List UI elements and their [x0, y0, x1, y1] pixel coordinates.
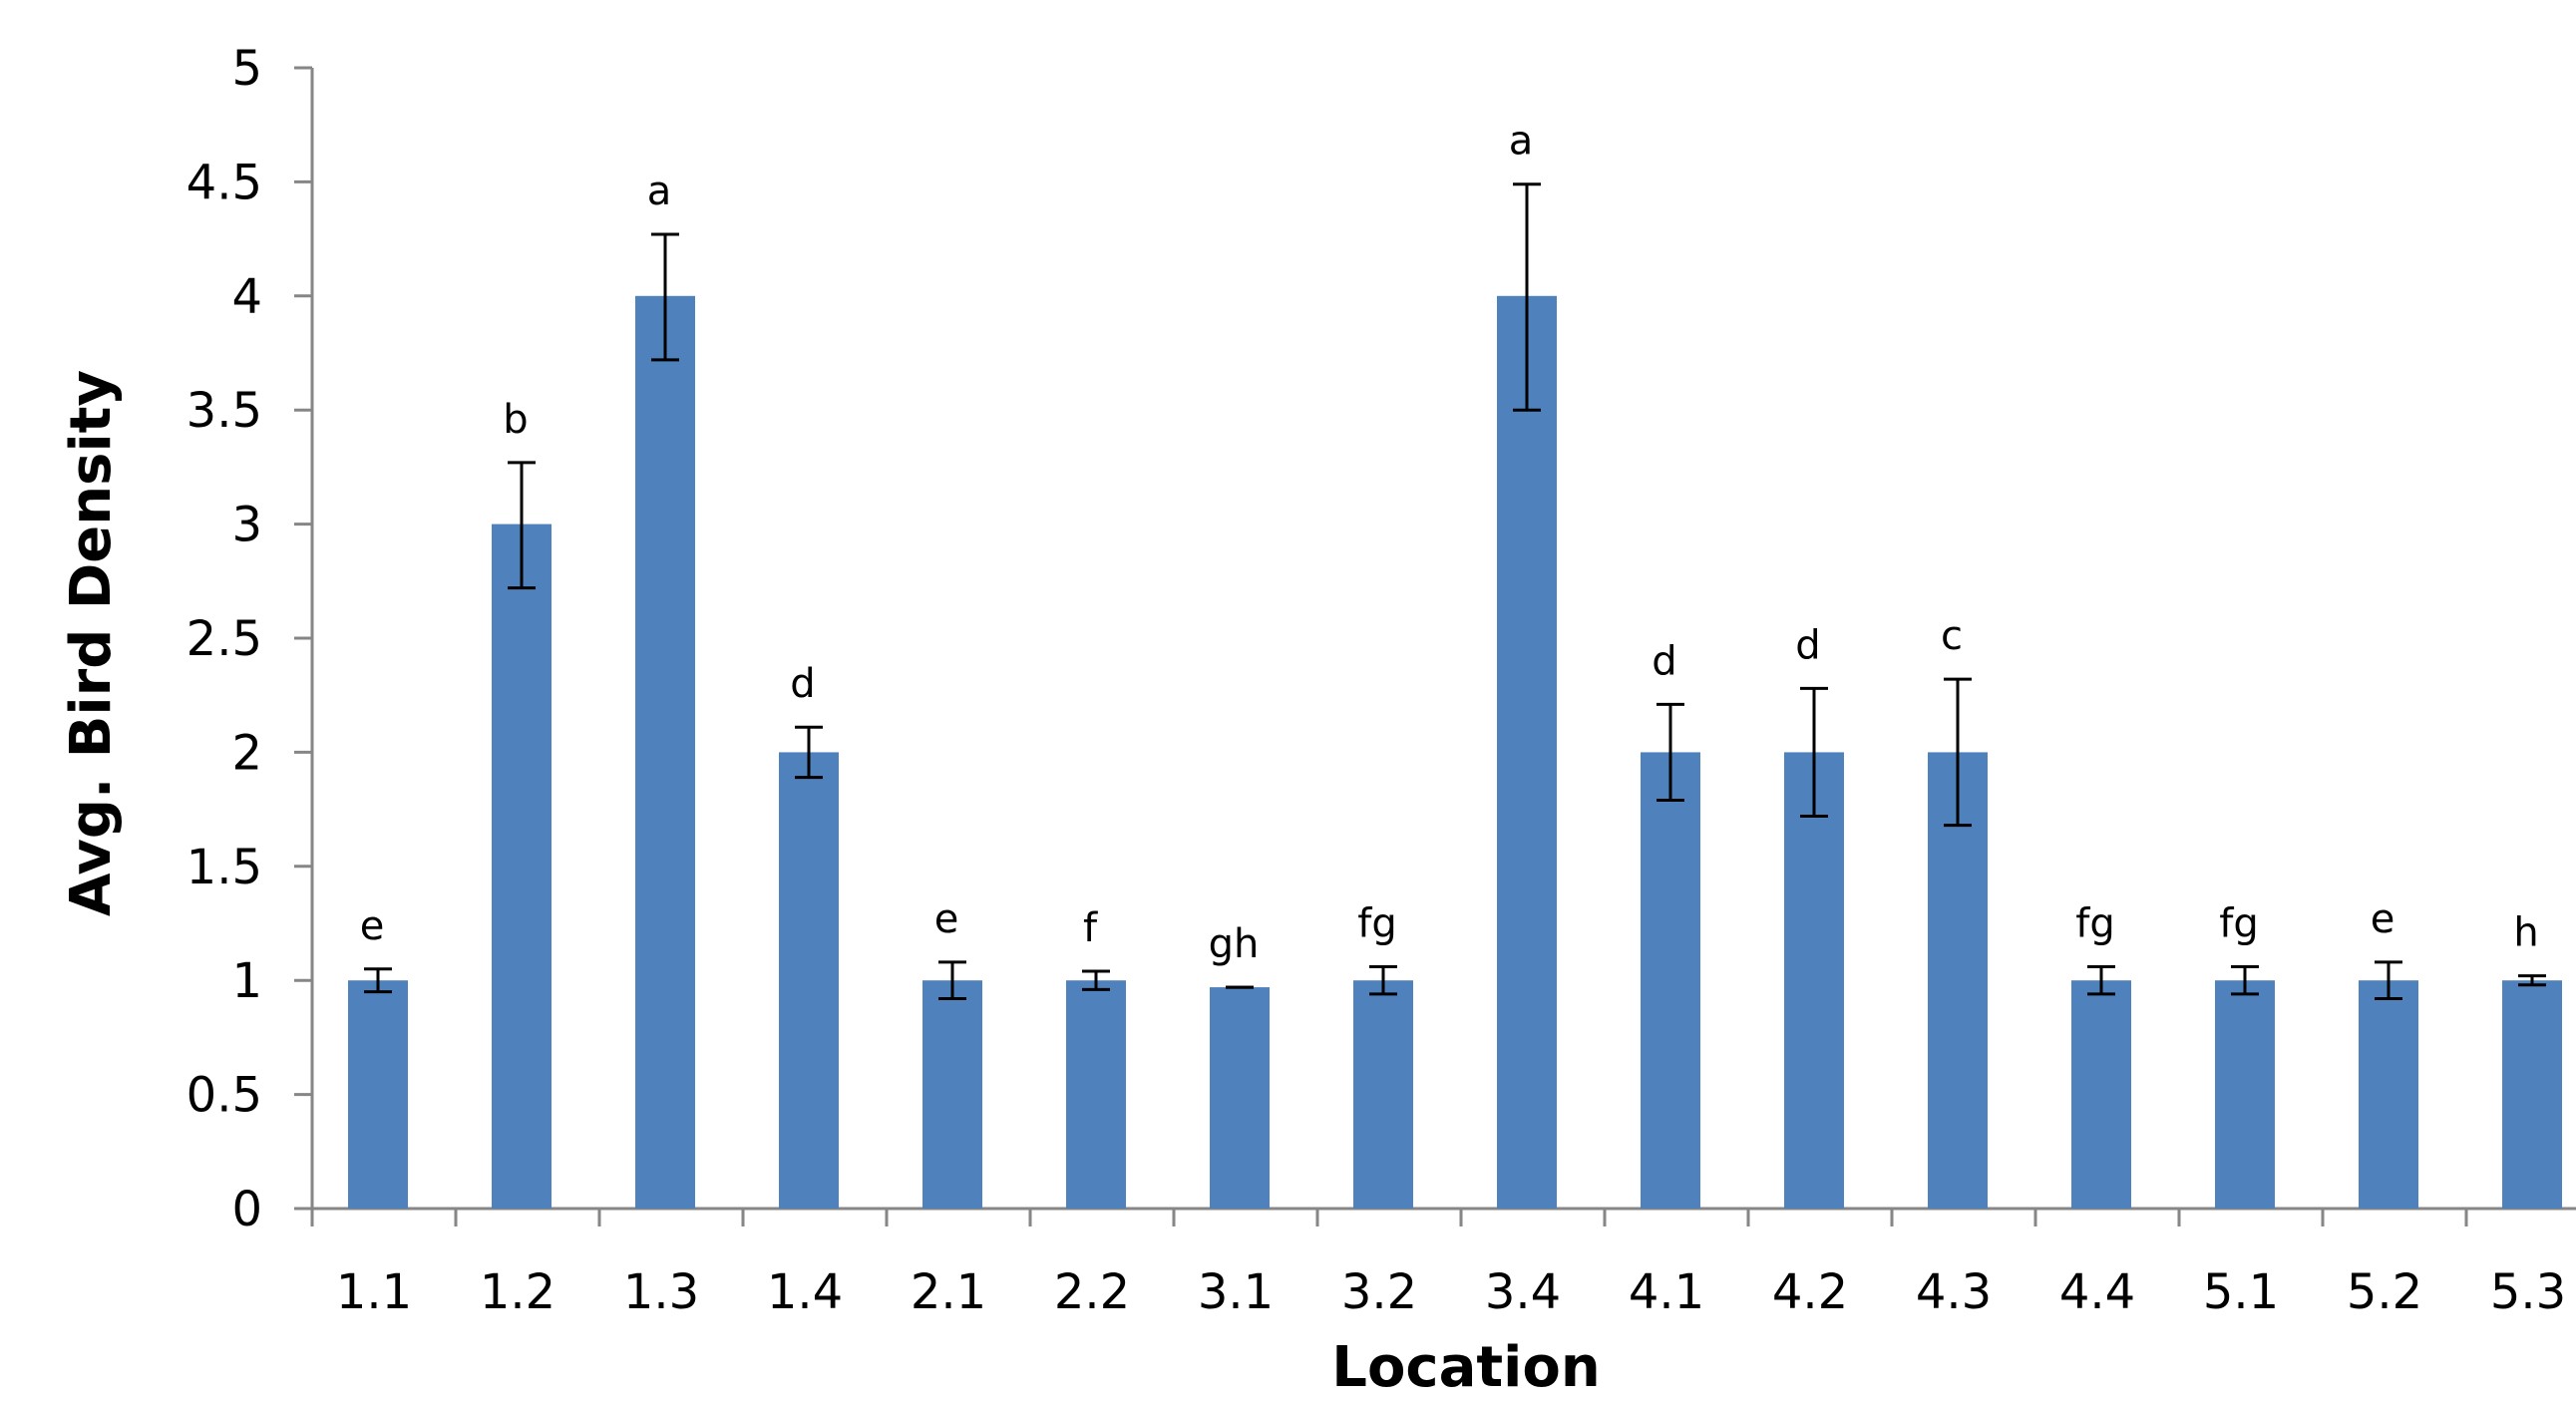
significance-label: f [1083, 905, 1098, 951]
y-tick-label: 4 [231, 269, 262, 325]
x-tick-label: 1.4 [767, 1264, 843, 1320]
significance-label: fg [2219, 900, 2258, 946]
y-tick-label: 2 [231, 725, 262, 781]
y-tick-label: 5 [231, 41, 262, 97]
bar [1641, 752, 1700, 1209]
significance-label: b [503, 397, 528, 443]
x-tick-label: 5.1 [2203, 1264, 2279, 1320]
significance-label: d [1652, 638, 1676, 684]
x-tick-label: 3.4 [1485, 1264, 1561, 1320]
y-tick-label: 2.5 [186, 611, 262, 667]
significance-label: gh [1209, 921, 1260, 967]
x-tick-label: 5.3 [2490, 1264, 2566, 1320]
bar [2359, 980, 2418, 1209]
significance-label: e [2371, 896, 2395, 942]
bar [1784, 752, 1844, 1209]
x-tick-label: 5.2 [2347, 1264, 2422, 1320]
x-tick-label: 4.4 [2059, 1264, 2135, 1320]
significance-label: d [1795, 622, 1820, 668]
y-tick-label: 3.5 [186, 383, 262, 439]
significance-label: e [360, 903, 385, 949]
bar [2215, 980, 2275, 1209]
significance-label: d [790, 661, 815, 707]
x-axis-title: Location [1331, 1335, 1600, 1400]
x-tick-label: 1.1 [336, 1264, 412, 1320]
bar [922, 980, 982, 1209]
y-tick-label: 1.5 [186, 840, 262, 895]
bar [348, 980, 408, 1209]
bar [2502, 980, 2562, 1209]
significance-label: a [1509, 119, 1534, 165]
significance-label: e [934, 896, 959, 942]
significance-label: fg [2075, 900, 2114, 946]
y-axis-title: Avg. Bird Density [59, 370, 124, 916]
bar [635, 296, 695, 1209]
y-tick-label: 4.5 [186, 155, 262, 210]
x-tick-label: 4.2 [1772, 1264, 1848, 1320]
x-tick-label: 3.2 [1341, 1264, 1417, 1320]
x-tick-label: 3.1 [1198, 1264, 1274, 1320]
x-tick-label: 4.3 [1916, 1264, 1992, 1320]
bar [1497, 296, 1557, 1209]
bar [2071, 980, 2131, 1209]
x-tick-label: 4.1 [1629, 1264, 1704, 1320]
bars [348, 296, 2562, 1209]
y-tick-label: 0 [231, 1182, 262, 1237]
x-tick-label: 1.2 [480, 1264, 555, 1320]
bar [1066, 980, 1126, 1209]
x-tick-label: 2.2 [1054, 1264, 1130, 1320]
x-tick-label: 2.1 [911, 1264, 986, 1320]
significance-label: h [2513, 910, 2538, 956]
significance-label: c [1941, 613, 1963, 659]
significance-label: a [647, 169, 672, 214]
significance-label: fg [1357, 900, 1396, 946]
y-tick-label: 0.5 [186, 1068, 262, 1124]
y-tick-label: 3 [231, 498, 262, 553]
y-tick-label: 1 [231, 953, 262, 1009]
bar [492, 525, 552, 1209]
bar [779, 752, 839, 1209]
bar [1353, 980, 1413, 1209]
bar [1210, 987, 1270, 1209]
x-tick-label: 1.3 [623, 1264, 699, 1320]
